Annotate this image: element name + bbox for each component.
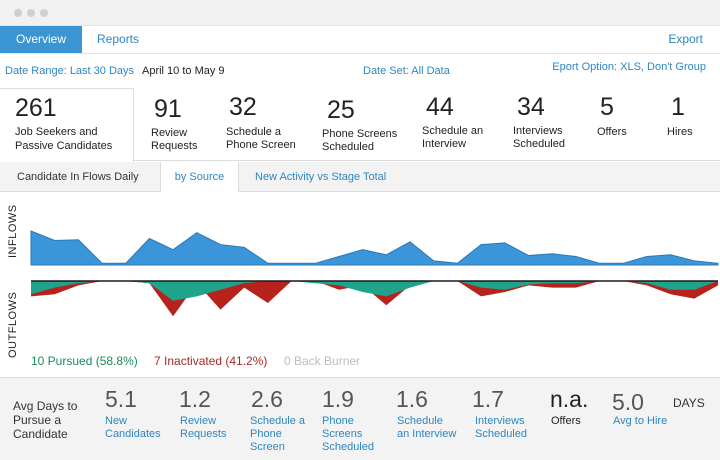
pursued-area — [31, 281, 718, 301]
avg-label-line1: New — [105, 415, 128, 427]
metric-label-line2: Interview — [422, 138, 467, 150]
metric-label-line1: Interviews — [513, 125, 563, 137]
tab-overview[interactable]: Overview — [0, 26, 82, 53]
avg-label-line2: an Interview — [397, 428, 457, 440]
title-bar — [0, 0, 720, 26]
metric-value: 1 — [671, 93, 685, 121]
avg-value: n.a. — [550, 386, 589, 412]
metric-label-line2: Scheduled — [513, 138, 565, 150]
avg-value: 5.0 — [612, 389, 644, 415]
avg-value: 1.6 — [396, 386, 428, 412]
legend-inactivated[interactable]: 7 Inactivated (41.2%) — [154, 354, 268, 368]
avg-label-line3: Scheduled — [322, 441, 374, 453]
top-nav: Overview Reports Export — [0, 26, 720, 54]
subtab-by-source[interactable]: by Source — [160, 162, 239, 193]
window-minimize-dot[interactable] — [27, 9, 35, 17]
window-close-dot[interactable] — [14, 9, 22, 17]
subtab-candidate-inflows-daily[interactable]: Candidate In Flows Daily — [17, 171, 139, 183]
avg-label-line2: Phone — [250, 428, 282, 440]
inflow-area — [30, 230, 719, 266]
metric-label-line2: Phone Screen — [226, 139, 296, 151]
window-zoom-dot[interactable] — [40, 9, 48, 17]
metric-value: 32 — [229, 93, 257, 121]
metrics-strip: 261 Job Seekers and Passive Candidates 9… — [0, 88, 720, 162]
metric-value: 25 — [327, 96, 355, 124]
avg-label-line1: Schedule — [397, 415, 443, 427]
avg-days-panel: Avg Days to Pursue a Candidate DAYS 5.1 … — [0, 377, 720, 460]
avg-label: Offers — [551, 415, 581, 427]
avg-label-line3: Screen — [250, 441, 285, 453]
flows-svg — [30, 230, 719, 317]
metric-label: Hires — [667, 126, 693, 138]
metric-label-line2: Passive Candidates — [15, 140, 113, 152]
metric-label-line2: Requests — [151, 140, 198, 152]
avg-days-title-line3: Candidate — [13, 427, 68, 441]
metric-value: 91 — [154, 95, 182, 123]
avg-label-line2: Candidates — [105, 428, 161, 440]
metric-value: 5 — [600, 93, 614, 121]
legend-pursued[interactable]: 10 Pursued (58.8%) — [31, 354, 138, 368]
date-range-selector[interactable]: Date Range: Last 30 Days — [5, 65, 135, 77]
avg-label-line1: Phone — [322, 415, 354, 427]
avg-label: Avg to Hire — [613, 415, 668, 427]
export-link[interactable]: Export — [668, 32, 703, 46]
flows-chart: INFLOWS OUTFLOWS 10 Pursued (58.8%) 7 In… — [0, 192, 720, 377]
metric-label-line1: Schedule a — [226, 126, 282, 138]
avg-value: 5.1 — [105, 386, 137, 412]
avg-days-unit: DAYS — [673, 396, 705, 410]
avg-label-line1: Review — [180, 415, 217, 427]
avg-value: 1.7 — [472, 386, 504, 412]
avg-days-title-line1: Avg Days to — [13, 399, 78, 413]
metric-value: 261 — [15, 94, 57, 122]
export-option-selector[interactable]: Eport Option: XLS, Don't Group — [552, 61, 706, 73]
date-span: April 10 to May 9 — [142, 65, 225, 77]
avg-label-line1: Interviews — [475, 415, 525, 427]
metric-label-line1: Job Seekers and — [15, 126, 98, 138]
date-set-selector[interactable]: Date Set: All Data — [363, 65, 450, 77]
metric-label-line1: Phone Screens — [322, 128, 398, 140]
avg-label-line2: Scheduled — [475, 428, 527, 440]
avg-label-line2: Screens — [322, 428, 363, 440]
metric-label-line1: Review — [151, 127, 188, 139]
metric-label-line2: Scheduled — [322, 141, 374, 153]
avg-label-line1: Schedule a — [250, 415, 306, 427]
metric-job-seekers[interactable]: 261 Job Seekers and Passive Candidates — [0, 88, 134, 162]
metric-value: 44 — [426, 93, 454, 121]
avg-value: 1.9 — [322, 386, 354, 412]
tab-reports[interactable]: Reports — [97, 32, 140, 46]
metric-label-line1: Schedule an — [422, 125, 484, 137]
avg-value: 2.6 — [251, 386, 283, 412]
chart-subtabs: Candidate In Flows Daily by Source New A… — [0, 162, 720, 193]
metric-value: 34 — [517, 93, 545, 121]
subtab-new-activity-vs-stage[interactable]: New Activity vs Stage Total — [255, 171, 387, 183]
avg-value: 1.2 — [179, 386, 211, 412]
metric-label: Offers — [597, 126, 627, 138]
avg-label-line2: Requests — [180, 428, 227, 440]
legend-back-burner[interactable]: 0 Back Burner — [284, 354, 361, 368]
avg-days-title-line2: Pursue a — [13, 413, 62, 427]
